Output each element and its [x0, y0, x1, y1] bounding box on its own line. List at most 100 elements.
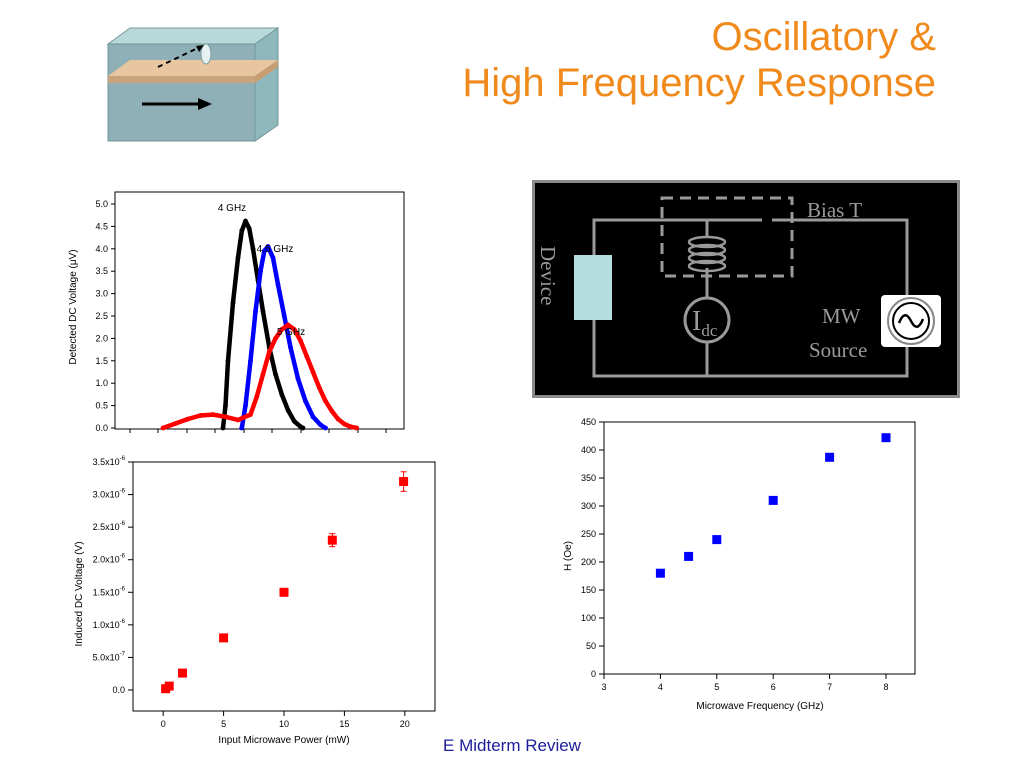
chart3-point: [684, 551, 694, 561]
chart3-point: [655, 568, 665, 578]
chart3-xtick-label: 3: [601, 682, 606, 692]
chart2-point: [178, 668, 188, 678]
chart1-point: [225, 358, 231, 364]
chart1-point: [239, 425, 245, 431]
circuit-diagram: Bias T Device Idc MW Source: [532, 180, 960, 398]
slide-title-line1: Oscillatory &: [711, 15, 937, 59]
circuit-mw-label: MW: [822, 304, 861, 328]
chart1-point: [248, 358, 253, 364]
chart1-ytick-label: 1.5: [95, 356, 108, 366]
chart3-xtick-label: 4: [658, 682, 663, 692]
chart3-ytick-label: 50: [586, 641, 596, 651]
chart1-ytick-label: 3.0: [95, 289, 108, 299]
chart2-ytick-mantissa: 2.0x10: [93, 555, 120, 565]
chart2-ytick-exponent: -7: [120, 651, 126, 657]
chart2-point: [399, 477, 409, 487]
chart3-point: [881, 433, 891, 443]
chart2-xtick-label: 0: [161, 719, 166, 729]
ac-source-icon: [881, 295, 941, 347]
chart3-ytick-label: 150: [581, 585, 596, 595]
chart1-point: [285, 322, 291, 328]
chart2-ytick-mantissa: 1.0x10: [93, 620, 120, 630]
chart3-xtick-label: 6: [771, 682, 776, 692]
chart1-point: [243, 403, 248, 408]
chart1-point: [329, 408, 335, 414]
chart1-ytick-label: 0.0: [95, 423, 108, 433]
device-hole: [200, 43, 212, 65]
slide-title: Oscillatory & High Frequency Response: [236, 14, 936, 106]
chart3-ytick-label: 450: [581, 417, 596, 427]
chart1-point: [291, 418, 297, 424]
chart1-point: [291, 327, 297, 332]
chart1-point: [310, 369, 316, 375]
chart1-point: [220, 425, 226, 431]
chart1-point: [275, 282, 281, 288]
chart2-ytick-mantissa: 5.0x10: [93, 652, 120, 662]
chart1-ytick-label: 4.5: [95, 221, 108, 231]
chart1-point: [250, 246, 256, 252]
chart1-ytick-label: 4.0: [95, 244, 108, 254]
chart2-ytick-exponent: -6: [120, 619, 126, 625]
chart1-point: [243, 218, 248, 224]
chart2-ytick-exponent: -6: [120, 521, 126, 527]
chart2-ytick-exponent: -6: [120, 456, 126, 462]
chart1-point: [198, 413, 203, 418]
chart1-point: [185, 416, 191, 422]
chart1-point: [223, 414, 228, 420]
chart2-xtick-label: 15: [339, 719, 349, 729]
chart1-point: [323, 398, 328, 404]
chart1-series-line: [239, 244, 327, 430]
chart3-ytick-label: 0: [591, 669, 596, 679]
chart2-ylabel: Induced DC Voltage (V): [74, 541, 85, 646]
idc-sub: dc: [701, 321, 718, 340]
chart1-point: [223, 403, 228, 408]
chart3-point: [712, 535, 722, 545]
chart1-point: [254, 394, 260, 400]
chart1-point: [279, 392, 285, 397]
chart1-ylabel: Detected DC Voltage (μV): [68, 249, 79, 364]
chart3-xtick-label: 5: [714, 682, 719, 692]
chart2-ytick-mantissa: 3.0x10: [93, 490, 120, 500]
chart1-point: [316, 385, 322, 391]
chart1-point: [260, 371, 266, 377]
chart2-point: [164, 681, 174, 691]
chart1-point: [261, 248, 267, 254]
chart1-point: [248, 412, 253, 417]
chart1-point: [300, 425, 306, 431]
chart3-ytick-label: 250: [581, 529, 596, 539]
chart3-frame: [603, 421, 916, 675]
chart2-ytick-label: 2.5x10-6: [93, 521, 126, 532]
chart1-point: [335, 416, 341, 422]
chart3-point: [768, 495, 778, 505]
chart1-point: [273, 336, 278, 341]
chart1-point: [258, 268, 263, 274]
chart2-ytick-label: 0.0: [112, 685, 125, 695]
chart3-xlabel: Microwave Frequency (GHz): [696, 701, 823, 712]
chart2-ytick-exponent: -6: [120, 586, 126, 592]
chart1-point: [273, 371, 278, 377]
circuit-idc-label: Idc: [692, 306, 718, 340]
chart2-point: [327, 535, 337, 545]
chart3-ytick-label: 400: [581, 445, 596, 455]
chart1-series-label: 4 GHz: [218, 203, 246, 214]
chart2-point: [219, 633, 229, 643]
chart2-xtick-label: 10: [279, 719, 289, 729]
chart1-ytick-label: 2.0: [95, 333, 108, 343]
chart2-ytick-exponent: -6: [120, 489, 126, 495]
chart1-point: [239, 228, 245, 234]
inductor-icon: [687, 235, 727, 273]
chart2-ytick-label: 1.5x10-6: [93, 586, 126, 597]
chart1-point: [281, 313, 287, 319]
chart1-point: [303, 398, 308, 404]
slide-title-line2: High Frequency Response: [462, 61, 936, 105]
chart1-series-label: 4.5 GHz: [257, 244, 294, 255]
bias-t-box: [660, 196, 794, 278]
chart1-point: [304, 353, 310, 359]
chart1-point: [160, 425, 166, 431]
chart1-ytick-label: 2.5: [95, 311, 108, 321]
chart1-point: [310, 414, 316, 420]
idc-main: I: [692, 306, 701, 337]
chart2-ytick-mantissa: 1.5x10: [93, 587, 120, 597]
